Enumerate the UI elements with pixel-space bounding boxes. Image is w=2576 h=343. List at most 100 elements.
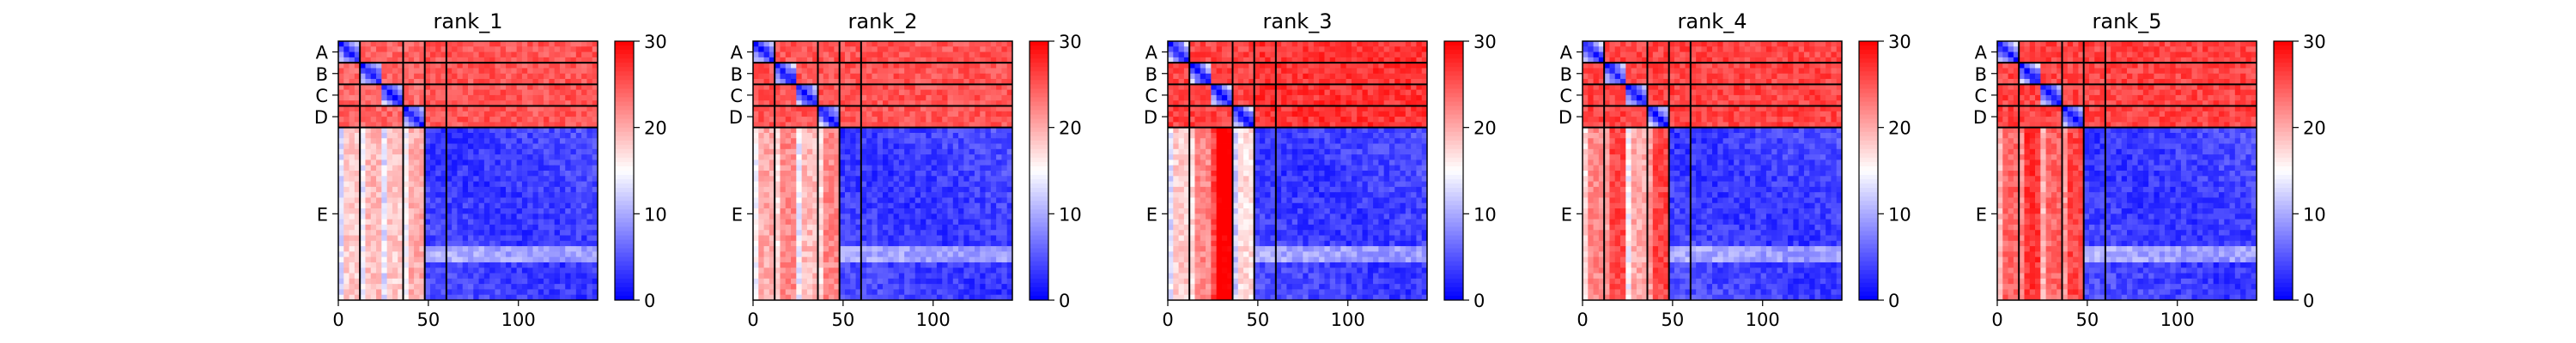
heatmap-cell <box>1308 41 1315 47</box>
heatmap-cell <box>758 197 764 204</box>
heatmap-cell <box>850 165 856 172</box>
heatmap-cell <box>360 240 366 247</box>
heatmap-cell <box>893 289 900 296</box>
heatmap-cell <box>581 224 587 231</box>
heatmap-cell <box>516 224 523 231</box>
heatmap-cell <box>996 68 1002 75</box>
heatmap-cell <box>926 278 933 285</box>
heatmap-cell <box>834 57 841 63</box>
heatmap-cell <box>942 143 948 150</box>
heatmap-cell <box>1216 41 1223 47</box>
heatmap-cell <box>898 251 905 258</box>
heatmap-cell <box>834 89 841 96</box>
heatmap-cell <box>586 202 593 209</box>
colorbar-segment <box>1030 278 1048 284</box>
heatmap-cell <box>796 214 803 220</box>
heatmap-cell <box>947 122 954 129</box>
heatmap-cell <box>532 273 539 280</box>
heatmap-cell <box>996 240 1002 247</box>
heatmap-cell <box>812 186 818 193</box>
heatmap-cell <box>360 117 366 123</box>
heatmap-cell <box>926 171 933 177</box>
heatmap-cell <box>1001 181 1008 188</box>
colorbar-segment <box>615 80 634 85</box>
heatmap-cell <box>527 51 533 58</box>
heatmap-cell <box>381 159 388 166</box>
heatmap-cell <box>834 51 841 58</box>
heatmap-cell <box>424 127 431 134</box>
heatmap-cell <box>538 202 544 209</box>
heatmap-cell <box>381 84 388 91</box>
heatmap-cell <box>581 57 587 63</box>
heatmap-cell <box>914 171 921 177</box>
heatmap-cell <box>521 68 528 75</box>
heatmap-cell <box>996 57 1002 63</box>
heatmap-cell <box>495 143 501 150</box>
heatmap-cell <box>559 278 566 285</box>
heatmap-cell <box>408 94 415 101</box>
heatmap-cell <box>338 294 344 301</box>
heatmap-cell <box>516 246 523 252</box>
heatmap-cell <box>980 235 986 242</box>
heatmap-cell <box>926 186 933 193</box>
colorbar-segment <box>615 71 634 76</box>
heatmap-cell <box>823 79 829 85</box>
heatmap-cell <box>506 127 512 134</box>
colorbar-tick-label: 20 <box>644 118 667 139</box>
heatmap-cell <box>381 235 388 242</box>
heatmap-cell <box>796 57 803 63</box>
heatmap-cell <box>855 127 862 134</box>
heatmap-cell <box>532 138 539 144</box>
heatmap-cell <box>446 186 453 193</box>
heatmap-cell <box>898 192 905 198</box>
heatmap-cell <box>753 63 759 69</box>
heatmap-cell <box>452 284 458 290</box>
heatmap-cell <box>963 63 970 69</box>
heatmap-cell <box>952 63 959 69</box>
heatmap-cell <box>500 219 507 226</box>
heatmap-cell <box>850 51 856 58</box>
heatmap-cell <box>1411 51 1417 58</box>
heatmap-cell <box>823 171 829 177</box>
heatmap-cell <box>904 176 910 182</box>
heatmap-cell <box>866 143 872 150</box>
heatmap-cell <box>370 51 377 58</box>
heatmap-cell <box>521 117 528 123</box>
heatmap-cell <box>963 159 970 166</box>
heatmap-cell <box>866 89 872 96</box>
heatmap-cell <box>980 132 986 139</box>
heatmap-cell <box>877 51 884 58</box>
heatmap-cell <box>823 246 829 252</box>
heatmap-cell <box>780 73 787 80</box>
heatmap-cell <box>985 154 992 160</box>
heatmap-cell <box>511 122 518 129</box>
heatmap-cell <box>570 159 577 166</box>
heatmap-cell <box>947 181 954 188</box>
heatmap-cell <box>947 240 954 247</box>
heatmap-cell <box>532 219 539 226</box>
heatmap-cell <box>829 262 835 268</box>
heatmap-cell <box>850 219 856 226</box>
heatmap-cell <box>424 46 431 52</box>
heatmap-cell <box>844 273 851 280</box>
heatmap-cell <box>850 138 856 144</box>
heatmap-cell <box>1194 51 1201 58</box>
heatmap-cell <box>452 230 458 236</box>
heatmap-cell <box>812 46 818 52</box>
heatmap-cell <box>963 256 970 263</box>
heatmap-cell <box>365 186 372 193</box>
heatmap-cell <box>349 89 355 96</box>
heatmap-cell <box>888 127 894 134</box>
heatmap-cell <box>769 159 775 166</box>
heatmap-cell <box>592 132 598 139</box>
heatmap-cell <box>812 63 818 69</box>
heatmap-cell <box>392 111 398 117</box>
heatmap-cell <box>844 165 851 172</box>
heatmap-cell <box>926 41 933 47</box>
heatmap-cell <box>429 268 436 274</box>
heatmap-cell <box>452 148 458 155</box>
heatmap-cell <box>506 117 512 123</box>
heatmap-cell <box>554 224 561 231</box>
heatmap-cell <box>883 171 889 177</box>
heatmap-cell <box>823 63 829 69</box>
